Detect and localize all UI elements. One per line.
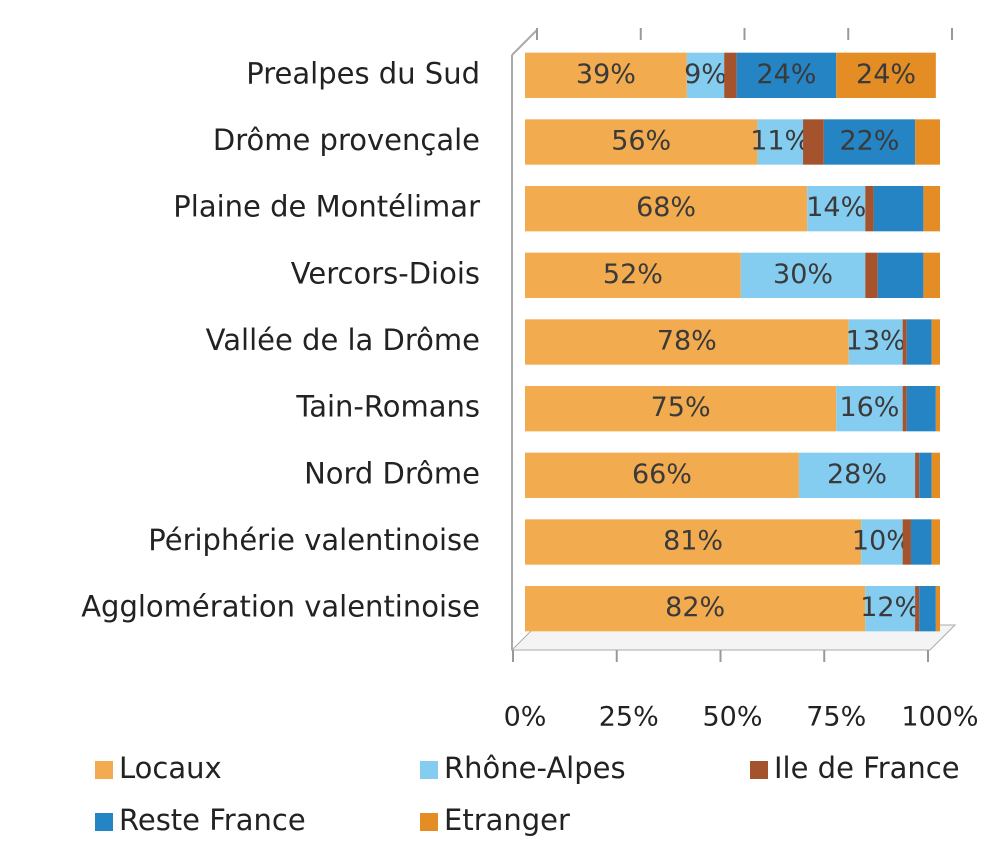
legend-swatch: [95, 761, 113, 779]
bar-segment: [848, 319, 903, 365]
bar-segment: [525, 452, 799, 498]
bar-segment: [525, 386, 837, 432]
bar-segment: [823, 119, 916, 165]
bar-segment: [525, 319, 849, 365]
x-tick-label: 25%: [599, 702, 659, 733]
bar-segment: [931, 319, 940, 365]
data-label: 24%: [756, 59, 816, 90]
legend-label: Ile de France: [774, 751, 960, 785]
bar-segment: [915, 119, 940, 165]
data-label: 10%: [852, 526, 912, 557]
legend-swatch: [95, 813, 113, 831]
bar-segment: [525, 119, 758, 165]
bar-segment: [865, 186, 874, 232]
bar-segment: [915, 452, 920, 498]
bar-segment: [919, 586, 936, 632]
data-label: 28%: [827, 459, 887, 490]
bar-segment: [873, 186, 924, 232]
bar-segment: [865, 586, 916, 632]
data-label: 14%: [806, 192, 866, 223]
data-label: 16%: [839, 392, 899, 423]
data-label: 13%: [846, 326, 906, 357]
data-label: 12%: [860, 592, 920, 623]
category-label: Prealpes du Sud: [246, 56, 480, 90]
bar-segment: [525, 52, 687, 98]
x-tick-label: 50%: [702, 702, 762, 733]
legend-label: Locaux: [119, 751, 222, 785]
category-label: Agglomération valentinoise: [81, 590, 480, 624]
bar-segment: [919, 452, 932, 498]
data-label: 75%: [651, 392, 711, 423]
bar-segment: [861, 519, 903, 565]
bar-segment: [686, 52, 725, 98]
bar-segment: [525, 586, 866, 632]
bar-segment: [807, 186, 866, 232]
bar-segment: [525, 186, 808, 232]
bar-segment: [525, 519, 862, 565]
legend-label: Etranger: [444, 803, 570, 837]
bar-segment: [836, 386, 903, 432]
bar-segment: [865, 252, 878, 298]
data-label: 22%: [839, 126, 899, 157]
axis-wall: [511, 29, 538, 56]
x-tick-label: 0%: [504, 702, 547, 733]
bar-segment: [902, 519, 911, 565]
legend-label: Rhône-Alpes: [444, 751, 626, 785]
data-label: 81%: [663, 526, 723, 557]
bar-segment: [935, 586, 940, 632]
data-label: 11%: [750, 126, 810, 157]
bar-segment: [877, 252, 924, 298]
bar-segment: [931, 519, 940, 565]
x-tick-label: 75%: [806, 702, 866, 733]
bar-segment: [525, 252, 741, 298]
data-label: 30%: [773, 259, 833, 290]
bar-segment: [935, 386, 940, 432]
legend-swatch: [420, 813, 438, 831]
bar-segment: [906, 319, 932, 365]
bar-segment: [923, 252, 940, 298]
bar-segment: [724, 52, 737, 98]
x-tick-label: 100%: [901, 702, 978, 733]
bar-segment: [923, 186, 940, 232]
data-label: 82%: [665, 592, 725, 623]
category-label: Vallée de la Drôme: [206, 323, 480, 357]
legend-swatch: [750, 761, 768, 779]
data-label: 78%: [657, 326, 717, 357]
category-label: Tain-Romans: [295, 390, 480, 424]
bar-segment: [798, 452, 916, 498]
category-label: Périphérie valentinoise: [148, 523, 480, 557]
data-label: 39%: [576, 59, 636, 90]
bar-segment: [757, 119, 804, 165]
bar-segment: [931, 452, 940, 498]
category-label: Drôme provençale: [213, 123, 480, 157]
bar-segment: [902, 319, 907, 365]
category-label: Plaine de Montélimar: [173, 190, 480, 224]
legend-label: Reste France: [119, 803, 306, 837]
data-label: 68%: [636, 192, 696, 223]
bar-segment: [836, 52, 936, 98]
bar-segment: [740, 252, 866, 298]
data-label: 56%: [611, 126, 671, 157]
bar-segment: [910, 519, 932, 565]
category-label: Nord Drôme: [304, 456, 480, 490]
legend-swatch: [420, 761, 438, 779]
data-label: 52%: [603, 259, 663, 290]
data-label: 9%: [684, 59, 727, 90]
data-label: 66%: [632, 459, 692, 490]
bar-segment: [915, 586, 920, 632]
bar-segment: [906, 386, 936, 432]
bar-segment: [902, 386, 907, 432]
data-label: 24%: [856, 59, 916, 90]
category-label: Vercors-Diois: [291, 256, 480, 290]
bar-segment: [736, 52, 837, 98]
bar-segment: [803, 119, 824, 165]
